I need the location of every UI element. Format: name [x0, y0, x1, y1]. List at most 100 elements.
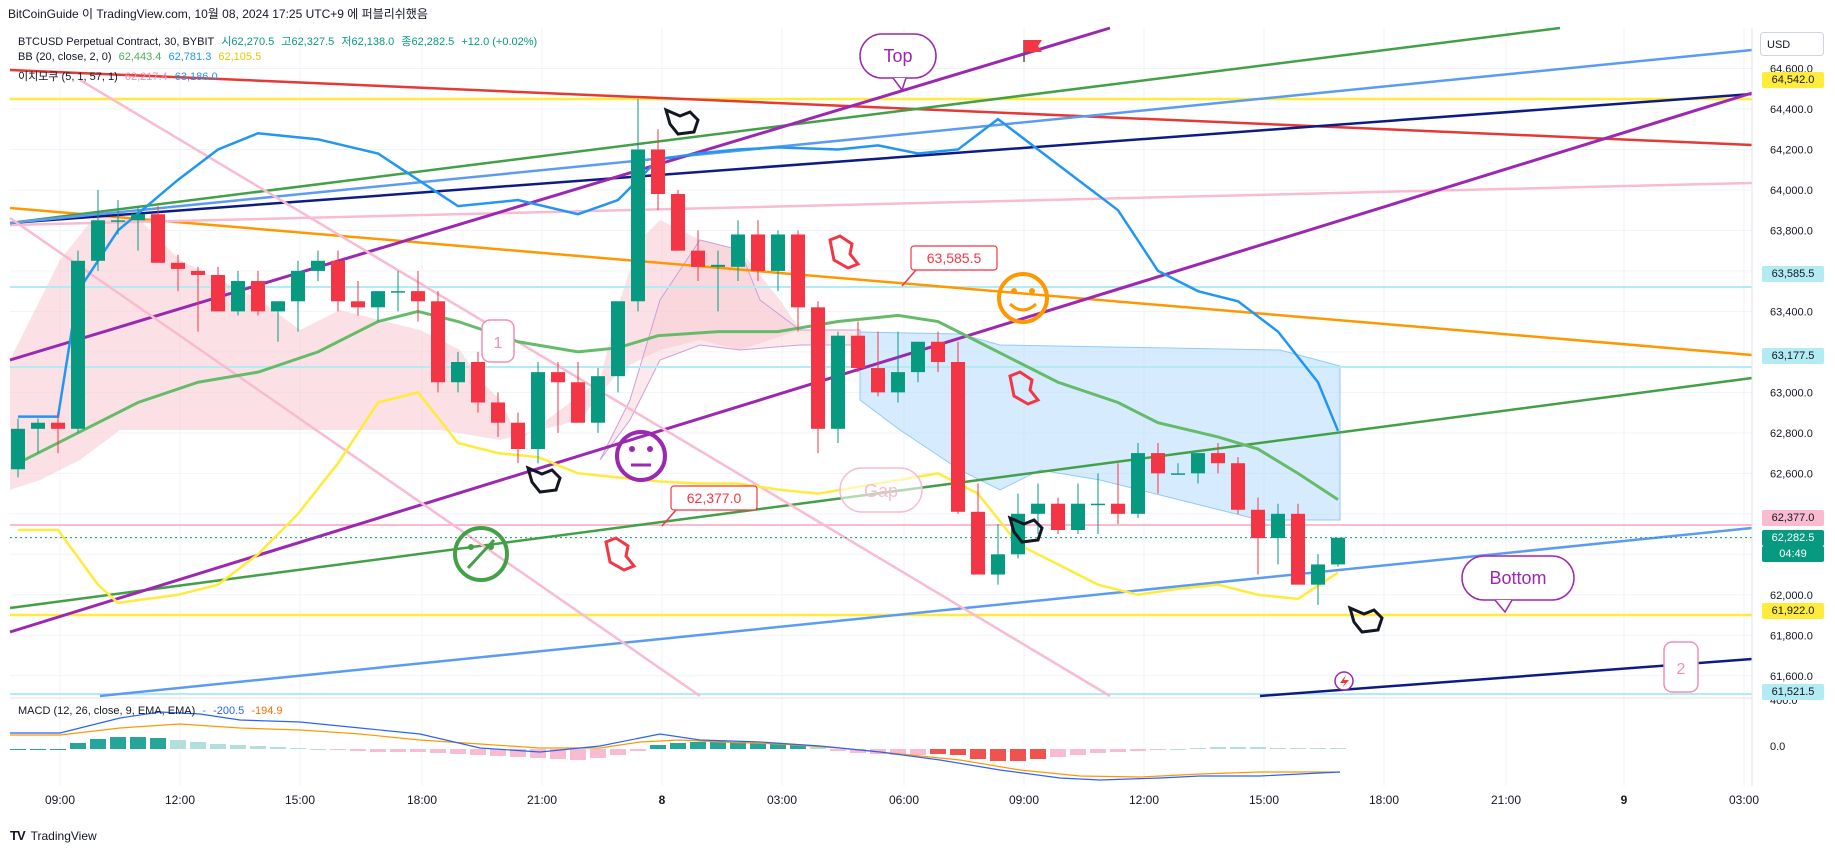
macd-pane [10, 697, 1752, 781]
candle-body-18 [371, 291, 385, 308]
callout-low[interactable]: 62,377.0 [661, 485, 758, 527]
legend-ichimoku-label[interactable]: 이치모쿠 (5, 1, 57, 1) [18, 71, 118, 83]
y-tick-label-2: 62,000.0 [1770, 590, 1813, 602]
candle-body-19 [391, 291, 405, 293]
legend-symbol[interactable]: BTCUSD Perpetual Contract, 30, BYBIT [18, 36, 215, 48]
hand-pointer-icon-4 [1347, 605, 1384, 634]
macd-hist-bar-22 [450, 749, 466, 754]
publish-caption: BitCoinGuide 이 TradingView.com, 10월 08, … [8, 7, 428, 21]
macd-hist-bar-19 [390, 749, 406, 752]
macd-hist-bar-36 [730, 742, 746, 749]
candle-body-11 [231, 281, 245, 312]
happy-face-icon [997, 272, 1049, 324]
candle-body-63 [1271, 513, 1285, 539]
trend-red [9, 68, 1753, 147]
legend-macd-2: -200.5 [213, 705, 245, 717]
bb-basis-line [17, 309, 1339, 501]
candle-body-47 [951, 362, 965, 512]
candle-body-60 [1211, 453, 1225, 464]
top-label[interactable]: Top [859, 33, 937, 92]
macd-hist-bar-48 [970, 749, 986, 759]
x-tick-label-7: 06:00 [889, 793, 919, 807]
macd-hist-bar-24 [490, 749, 506, 756]
count-label-two[interactable]: 2 [1663, 641, 1699, 693]
candle-body-5 [111, 220, 125, 222]
macd-hist-bar-40 [810, 747, 826, 749]
candle-body-2 [51, 422, 65, 429]
callout-high[interactable]: 63,585.5 [901, 245, 998, 287]
candle-body-39 [791, 234, 805, 308]
x-tick-label-0: 09:00 [45, 793, 75, 807]
cloud-bullish [859, 331, 1341, 521]
legend-macd-label[interactable]: MACD (12, 26, close, 9, EMA, EMA) [18, 705, 196, 717]
x-tick-label-5: 8 [659, 793, 666, 807]
macd-hist-bar-64 [1290, 748, 1306, 749]
candle-body-58 [1171, 473, 1185, 475]
legend-symbol-line: BTCUSD Perpetual Contract, 30, BYBIT 시62… [18, 33, 541, 49]
candle-body-4 [91, 220, 105, 261]
candle-body-8 [171, 262, 185, 269]
macd-hist-bar-33 [670, 743, 686, 749]
y-tick-label-11: 63,800.0 [1770, 225, 1813, 237]
candle-body-12 [251, 281, 265, 312]
macd-hist-bar-18 [370, 749, 386, 752]
macd-hist-bar-41 [830, 749, 846, 751]
bottom-label-text: Bottom [1489, 568, 1546, 588]
candle-body-40 [811, 307, 825, 429]
macd-hist-bar-16 [330, 749, 346, 750]
price-tag-3: 62,377.0 [1762, 510, 1824, 527]
candle-body-22 [451, 362, 465, 383]
candle-body-56 [1131, 453, 1145, 514]
legend-bb-label[interactable]: BB (20, close, 2, 0) [18, 51, 112, 63]
macd-hist-bar-28 [570, 749, 586, 760]
candle-body-61 [1231, 463, 1245, 510]
price-tag-2: 63,177.5 [1762, 348, 1824, 365]
x-tick-label-4: 21:00 [527, 793, 557, 807]
bollinger-bands [17, 117, 1340, 605]
trend-pink-diag-1 [9, 216, 701, 698]
y-tick-label-9: 63,400.0 [1770, 306, 1813, 318]
legend-high: 고62,327.5 [281, 36, 335, 48]
candle-body-55 [1111, 503, 1125, 514]
candle-body-54 [1091, 503, 1105, 506]
lightning-icon[interactable] [1334, 671, 1354, 691]
bottom-label[interactable]: Bottom [1461, 555, 1575, 614]
y-tick-label-1: 61,800.0 [1770, 630, 1813, 642]
macd-hist-bar-34 [690, 742, 706, 749]
candles [11, 98, 1345, 605]
tradingview-logo[interactable]: TV [10, 828, 26, 843]
price-tag-0: 64,542.0 [1762, 72, 1824, 89]
gap-label[interactable]: Gap [839, 467, 923, 513]
candle-body-33 [671, 193, 685, 251]
candle-body-41 [831, 335, 845, 429]
legend-close: 종62,282.5 [401, 36, 455, 48]
annotations: Top Bottom Gap 1 2 63,585.5 [453, 33, 1699, 693]
candle-body-42 [851, 335, 865, 369]
candle-body-10 [211, 274, 225, 312]
macd-hist-bar-49 [990, 749, 1006, 761]
hand-down-icon-1 [828, 234, 861, 270]
price-tag-5: 61,922.0 [1762, 602, 1824, 619]
macd-hist-bar-31 [630, 749, 646, 751]
candle-body-20 [411, 291, 425, 302]
candle-body-35 [711, 264, 725, 267]
tradingview-brand[interactable]: TradingView [30, 828, 97, 843]
y-tick-label-5: 62,600.0 [1770, 468, 1813, 480]
y-tick-label-7: 63,000.0 [1770, 387, 1813, 399]
macd-hist-bar-13 [270, 747, 286, 749]
x-tick-label-11: 18:00 [1369, 793, 1399, 807]
macd-hist-bar-21 [430, 749, 446, 753]
macd-hist-bar-47 [950, 749, 966, 755]
y-tick-label-14: 64,400.0 [1770, 104, 1813, 116]
bb-lower-line [18, 390, 1339, 605]
count-label-one-text: 1 [494, 335, 503, 352]
x-tick-label-1: 12:00 [165, 793, 195, 807]
currency-selector[interactable]: USD [1760, 32, 1824, 56]
candle-body-9 [191, 270, 205, 275]
macd-hist-bar-23 [470, 749, 486, 755]
count-label-one[interactable]: 1 [481, 319, 515, 363]
candle-body-23 [471, 362, 485, 403]
legend-bb-basis: 62,443.4 [118, 51, 162, 63]
legend-change: +12.0 (+0.02%) [461, 36, 538, 48]
